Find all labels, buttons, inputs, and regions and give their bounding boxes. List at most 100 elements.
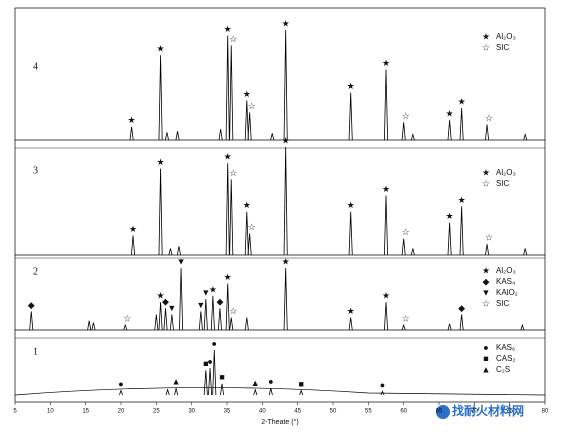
plot-frame [14,7,546,403]
peak-marker: ☆ [229,34,237,44]
peak-marker: ★ [157,290,165,300]
peak [158,302,163,331]
peak [169,314,174,331]
x-tick-label: 80 [542,409,549,415]
x-tick-label: 55 [365,409,372,415]
peak [203,298,208,331]
baseline [14,387,546,396]
peak [165,388,170,396]
peak-marker: ★ [129,224,137,234]
peak [283,146,288,256]
legend-symbol: ■ [483,353,488,363]
x-tick-label: 40 [259,409,266,415]
legend-label: CAS₂ [496,354,516,363]
peak-marker: ★ [224,272,232,282]
peak [270,133,275,141]
peak [401,323,406,331]
peak-marker: ☆ [248,101,256,111]
peak [225,163,230,256]
peak [175,131,180,141]
peak-marker: ★ [347,81,355,91]
peak-marker: ☆ [402,111,410,121]
peak [447,120,452,141]
pattern-label: 2 [33,266,38,277]
peak-marker: ★ [282,256,290,266]
watermark-text: 找耐火材料网 [452,403,524,418]
peak [244,211,249,256]
peak-marker: ★ [382,290,390,300]
peak [447,323,452,331]
peak [229,179,234,256]
legend-symbol: ★ [482,265,490,275]
peak [384,195,388,256]
peak-marker: ☆ [248,222,256,232]
peak [520,323,525,331]
peak [268,388,273,396]
peak [154,314,159,331]
peak [119,389,123,396]
peak [348,317,353,331]
legend-label: SIC [496,299,510,308]
peak-marker: ▼ [177,256,186,266]
x-tick-label: 20 [118,409,125,415]
peak [174,388,179,396]
peak [212,349,217,396]
peak-marker: ★ [224,24,232,34]
peak [447,222,452,256]
x-tick-label: 30 [188,409,195,415]
legend-symbol: ● [483,342,488,352]
peak [348,92,353,141]
peak [283,29,288,141]
peak [158,168,163,256]
legend-label: Al₂O₃ [496,32,516,41]
peak-marker: ★ [243,89,251,99]
peak-marker: ☆ [485,233,493,243]
peak-marker: ● [268,377,273,387]
peak [87,320,92,331]
peak-marker: ★ [209,284,217,294]
peak-marker: ★ [282,18,290,28]
x-tick-label: 60 [400,409,407,415]
peak-marker: ☆ [485,113,493,123]
peak-marker: ■ [219,372,224,382]
peak-marker: ★ [224,152,232,162]
peak-marker: ★ [446,211,454,221]
peak-marker: ★ [458,195,466,205]
x-tick-label: 75 [506,409,513,415]
x-tick-label: 15 [82,409,89,415]
peak [380,390,385,396]
peak-marker: ◆ [28,300,35,310]
legend-symbol: ★ [482,31,490,41]
legend-label: KAlO₂ [496,288,518,297]
peak-marker: ☆ [123,313,131,323]
x-tick-label: 45 [294,409,301,415]
peak [523,133,528,141]
legend-label: KAS₄ [496,277,515,286]
peak [459,314,464,331]
legend-symbol: ☆ [482,298,490,308]
peak-marker: ★ [282,135,290,145]
peak [523,248,528,256]
peak [384,302,388,331]
peak [123,323,128,331]
peak-marker: ★ [347,306,355,316]
peak [299,389,304,396]
peak-marker: ◆ [162,297,169,307]
legend-symbol: ◆ [483,276,490,286]
peak [229,317,234,331]
peak-marker: ★ [347,200,355,210]
peak [283,267,288,331]
peak-marker: ★ [458,96,466,106]
x-tick-label: 70 [471,409,478,415]
x-tick-label: 35 [224,409,231,415]
peak [218,128,223,141]
peak-marker: ★ [446,109,454,119]
x-tick-label: 5 [13,409,17,415]
peak-marker: ★ [157,44,165,54]
x-tick-label: 25 [153,409,160,415]
peak [225,283,230,331]
peak [168,248,173,256]
peak [129,126,134,141]
peak [176,246,181,256]
peak-marker: ▼ [196,300,205,310]
